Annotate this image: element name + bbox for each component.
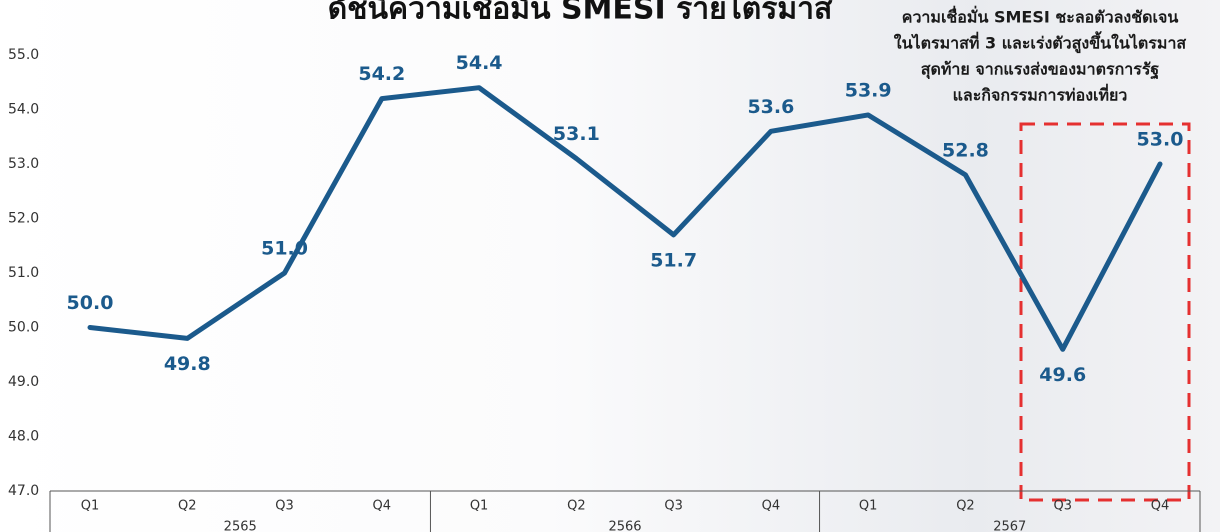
x-tick-label: Q1: [859, 499, 878, 514]
x-tick-label: Q2: [567, 499, 586, 514]
group-label: 2566: [608, 520, 641, 532]
data-label: 49.8: [164, 353, 211, 375]
x-tick-label: Q4: [373, 499, 392, 514]
y-tick-label: 55.0: [8, 47, 39, 63]
group-label: 2567: [993, 520, 1026, 532]
x-tick-label: Q1: [470, 499, 489, 514]
y-tick-label: 52.0: [8, 211, 39, 227]
background: [0, 0, 1220, 532]
data-label: 54.2: [358, 63, 405, 85]
annotation-line: และกิจกรรมการท่องเที่ยว: [953, 84, 1128, 105]
data-label: 51.7: [650, 249, 697, 271]
x-tick-label: Q3: [664, 499, 683, 514]
y-tick-label: 50.0: [8, 320, 39, 336]
y-tick-label: 47.0: [8, 483, 39, 499]
y-tick-label: 54.0: [8, 102, 39, 118]
data-label: 50.0: [67, 292, 114, 314]
data-label: 49.6: [1039, 364, 1086, 386]
x-tick-label: Q4: [1151, 499, 1170, 514]
annotation-line: สุดท้าย จากแรงส่งของมาตรการรัฐ: [921, 60, 1160, 80]
data-label: 53.1: [553, 123, 600, 145]
data-label: 52.8: [942, 139, 989, 161]
y-tick-label: 51.0: [8, 265, 39, 281]
data-label: 51.0: [261, 238, 308, 260]
x-tick-label: Q2: [956, 499, 975, 514]
x-tick-label: Q3: [275, 499, 294, 514]
chart-title: ดัชนีความเชื่อมั่น SMESI รายไตรมาส: [328, 0, 833, 27]
x-tick-label: Q4: [762, 499, 781, 514]
data-label: 53.9: [845, 79, 892, 101]
y-tick-label: 48.0: [8, 429, 39, 445]
data-label: 53.6: [747, 96, 794, 118]
x-tick-label: Q1: [81, 499, 100, 514]
group-label: 2565: [224, 520, 257, 532]
y-tick-label: 49.0: [8, 374, 39, 390]
y-tick-label: 53.0: [8, 156, 39, 172]
annotation-line: ในไตรมาสที่ 3 และเร่งตัวสูงขึ้นในไตรมาส: [894, 31, 1187, 55]
chart: ดัชนีความเชื่อมั่น SMESI รายไตรมาส ความเ…: [0, 0, 1220, 532]
annotation-line: ความเชื่อมั่น SMESI ชะลอตัวลงชัดเจน: [902, 6, 1179, 27]
data-label: 53.0: [1137, 129, 1184, 151]
x-tick-label: Q2: [178, 499, 197, 514]
x-tick-label: Q3: [1053, 499, 1072, 514]
data-label: 54.4: [456, 52, 503, 74]
